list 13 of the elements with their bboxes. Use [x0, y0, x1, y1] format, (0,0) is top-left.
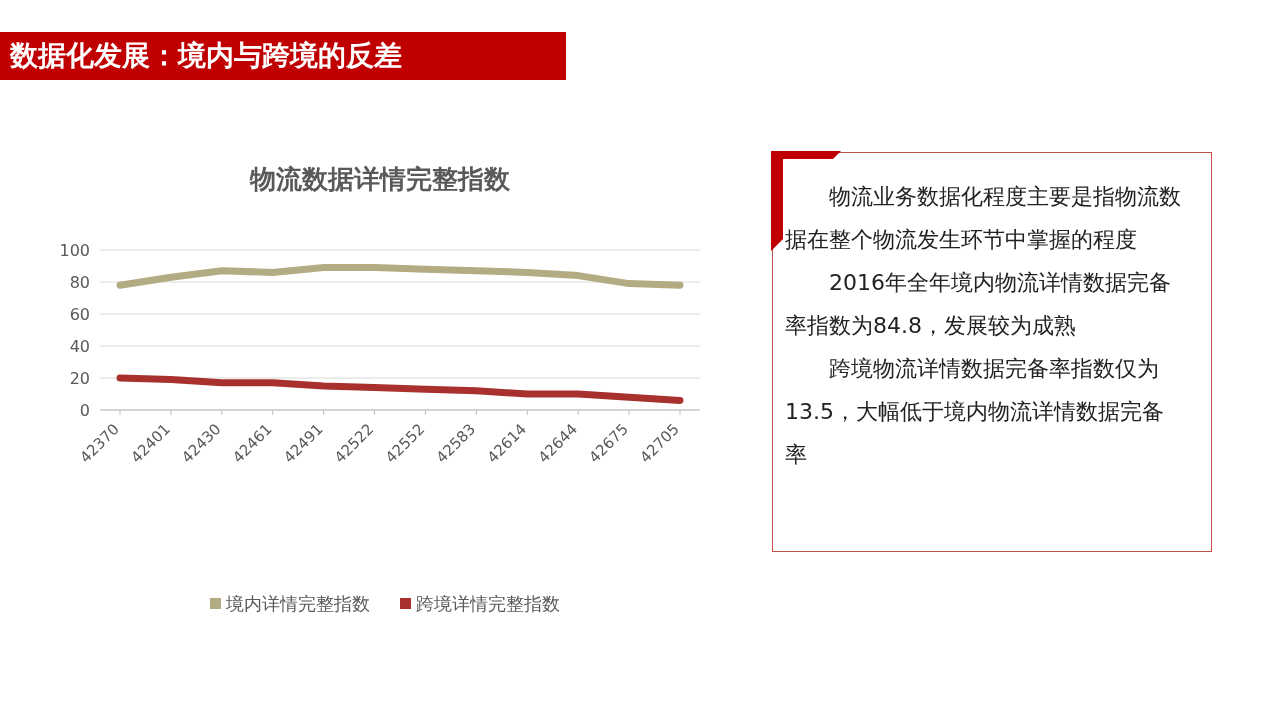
y-tick-label: 80 [69, 273, 90, 292]
y-tick-label: 60 [69, 305, 90, 324]
y-tick-label: 40 [69, 337, 90, 356]
y-tick-label: 20 [69, 369, 90, 388]
text: 2016年全年境内物流详情数据完备率指数为84.8，发展较为成熟 [785, 269, 1172, 340]
text: 跨境物流详情数据完备率指数仅为13.5，大幅低于境内物流详情数据完备率 [785, 355, 1165, 469]
text: 物流业务数据化程度主要是指物流数据在整个物流发生环节中掌握的程度 [785, 183, 1182, 254]
legend-label: 跨境详情完整指数 [416, 593, 560, 614]
chart-title: 数据化发展：境内与跨境的反差 [0, 32, 566, 80]
y-tick-label: 100 [59, 241, 90, 260]
legend-label: 境内详情完整指数 [225, 593, 370, 614]
chart-subtitle: 物流数据详情完整指数 [249, 164, 511, 194]
y-tick-label: 0 [79, 401, 90, 420]
